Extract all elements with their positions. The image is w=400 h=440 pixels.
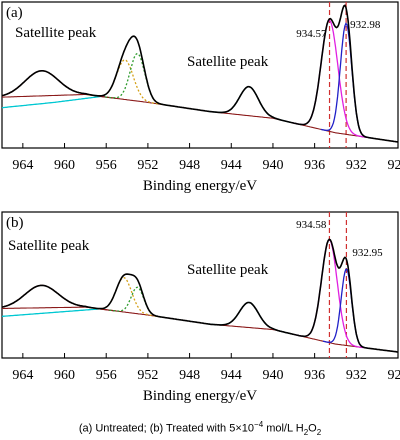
x-tick-label: 928 <box>388 158 400 173</box>
plot-frame <box>1 211 399 359</box>
peak-position-label: 932.98 <box>350 19 381 31</box>
x-tick-label: 936 <box>304 368 325 383</box>
panel-label: (a) <box>6 5 23 21</box>
envelope-curve <box>1 4 399 143</box>
caption-part1: (a) Untreated; (b) Treated with 5×10 <box>78 422 255 435</box>
shakeup-baseline <box>1 307 106 318</box>
component-peak <box>207 86 291 124</box>
satellite-peak-annotation: Satellite peak <box>187 262 269 278</box>
x-tick-label: 928 <box>388 368 400 383</box>
panel-b: 964 960 956 952 948 944 940 936 932 928 Binding en… <box>1 211 400 404</box>
background-curve <box>2 306 399 353</box>
component-peak <box>89 277 159 318</box>
x-tick-label: 940 <box>262 158 283 173</box>
caption-part3: O <box>308 422 317 435</box>
satellite-peak-annotation: Satellite peak <box>8 238 90 254</box>
x-tick-label: 932 <box>346 158 367 173</box>
caption-sub1: 2 <box>303 427 309 437</box>
x-tick-label: 932 <box>346 368 367 383</box>
caption-exponent: −4 <box>254 420 264 429</box>
x-tick-label: 964 <box>12 158 33 173</box>
x-tick-label: 940 <box>262 368 283 383</box>
figure-caption: (a) Untreated; (b) Treated with 5×10−4 m… <box>0 420 400 437</box>
shakeup-baseline <box>1 95 106 109</box>
x-tick-label: 952 <box>137 368 158 383</box>
caption-part2: mol/L H <box>263 422 304 435</box>
component-peak <box>109 286 165 319</box>
peak-position-label: 932.95 <box>352 247 383 259</box>
panel-a: 964 960 956 952 948 944 940 936 932 928 Binding en… <box>1 1 400 194</box>
peak-position-label: 934.57 <box>296 28 327 40</box>
plot-frame <box>1 1 399 149</box>
caption-sub2: 2 <box>316 427 322 437</box>
component-peak <box>1 70 116 99</box>
envelope-curve <box>1 238 399 353</box>
x-tick-label: 960 <box>54 368 75 383</box>
x-tick-label: 948 <box>179 158 200 173</box>
x-tick-label: 944 <box>221 368 242 383</box>
x-tick-label: 944 <box>221 158 242 173</box>
satellite-peak-annotation: Satellite peak <box>187 54 269 70</box>
panel-label: (b) <box>6 215 24 231</box>
x-tick-label: 956 <box>96 158 117 173</box>
x-axis-label: Binding energy/eV <box>143 178 257 194</box>
x-tick-label: 960 <box>54 158 75 173</box>
component-peak <box>320 22 372 139</box>
satellite-peak-annotation: Satellite peak <box>15 25 97 41</box>
x-tick-label: 948 <box>179 368 200 383</box>
x-tick-label: 956 <box>96 368 117 383</box>
component-peak <box>87 59 162 106</box>
x-tick-label: 936 <box>304 158 325 173</box>
x-tick-label: 964 <box>12 368 33 383</box>
component-peak <box>207 301 291 335</box>
x-axis-label: Binding energy/eV <box>143 388 257 404</box>
x-tick-label: 952 <box>137 158 158 173</box>
peak-position-label: 934.58 <box>296 219 327 231</box>
